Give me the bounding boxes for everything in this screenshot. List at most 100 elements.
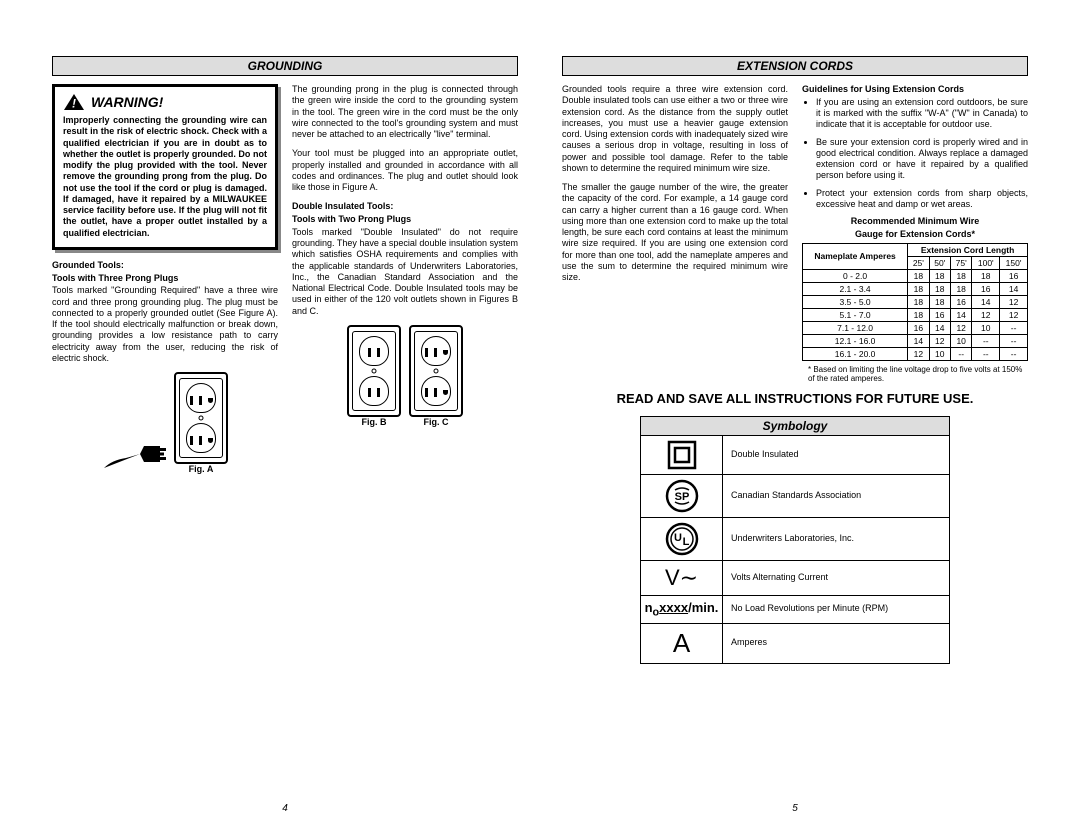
amp-cell: 16.1 - 20.0 bbox=[803, 347, 908, 360]
gauge-cell: 18 bbox=[929, 282, 950, 295]
gauge-cell: 18 bbox=[929, 269, 950, 282]
cord-row: 12.1 - 16.0141210---- bbox=[803, 334, 1028, 347]
fig-b-label: Fig. B bbox=[347, 417, 401, 427]
amp-cell: 0 - 2.0 bbox=[803, 269, 908, 282]
cord-row: 2.1 - 3.41818181614 bbox=[803, 282, 1028, 295]
figure-a-area: Fig. A bbox=[52, 372, 278, 474]
gauge-cell: 16 bbox=[950, 295, 971, 308]
cord-row: 0 - 2.01818181816 bbox=[803, 269, 1028, 282]
sym-row-0: Double Insulated bbox=[641, 436, 949, 475]
gauge-cell: 18 bbox=[929, 295, 950, 308]
gauge-cell: 10 bbox=[929, 347, 950, 360]
sym-row-4: noxxxx/min. No Load Revolutions per Minu… bbox=[641, 596, 949, 624]
col2-p1: The grounding prong in the plug is conne… bbox=[292, 84, 518, 140]
bullet-2: Be sure your extension cord is properly … bbox=[816, 137, 1028, 182]
amp-cell: 2.1 - 3.4 bbox=[803, 282, 908, 295]
page-left: GROUNDING ! WARNING! Improperly connecti… bbox=[52, 56, 518, 814]
gauge-cell: -- bbox=[1000, 321, 1028, 334]
svg-text:!: ! bbox=[72, 97, 76, 111]
gauge-cell: 18 bbox=[908, 295, 929, 308]
grounded-tools-title-1: Grounded Tools: bbox=[52, 260, 278, 271]
sym-label-1: Canadian Standards Association bbox=[723, 475, 949, 517]
right-col-2: Guidelines for Using Extension Cords If … bbox=[802, 84, 1028, 383]
len-header: 75' bbox=[950, 256, 971, 269]
cord-row: 3.5 - 5.01818161412 bbox=[803, 295, 1028, 308]
gauge-cell: -- bbox=[1000, 347, 1028, 360]
extension-header: EXTENSION CORDS bbox=[562, 56, 1028, 76]
page-num-right: 5 bbox=[562, 803, 1028, 814]
gauge-cell: 16 bbox=[908, 321, 929, 334]
col2-p2: Your tool must be plugged into an approp… bbox=[292, 148, 518, 193]
sym-row-3: V∼ Volts Alternating Current bbox=[641, 561, 949, 596]
gauge-cell: 12 bbox=[908, 347, 929, 360]
gauge-cell: -- bbox=[972, 334, 1000, 347]
gauge-cell: -- bbox=[1000, 334, 1028, 347]
left-columns: ! WARNING! Improperly connecting the gro… bbox=[52, 84, 518, 474]
amp-cell: 3.5 - 5.0 bbox=[803, 295, 908, 308]
sym-label-4: No Load Revolutions per Minute (RPM) bbox=[723, 596, 949, 623]
gauge-cell: 18 bbox=[908, 282, 929, 295]
grounded-body: Tools marked "Grounding Required" have a… bbox=[52, 285, 278, 364]
amp-cell: 5.1 - 7.0 bbox=[803, 308, 908, 321]
dbl-title-1: Double Insulated Tools: bbox=[292, 201, 518, 212]
gauge-cell: -- bbox=[972, 347, 1000, 360]
gauge-cell: 14 bbox=[972, 295, 1000, 308]
cord-row: 5.1 - 7.01816141212 bbox=[803, 308, 1028, 321]
grounding-header: GROUNDING bbox=[52, 56, 518, 76]
sym-row-5: A Amperes bbox=[641, 624, 949, 663]
sym-label-0: Double Insulated bbox=[723, 436, 949, 474]
rec-title-1: Recommended Minimum Wire bbox=[802, 216, 1028, 227]
gauge-cell: 18 bbox=[950, 269, 971, 282]
page-right: EXTENSION CORDS Grounded tools require a… bbox=[562, 56, 1028, 814]
gauge-cell: 10 bbox=[950, 334, 971, 347]
gauge-cell: 14 bbox=[1000, 282, 1028, 295]
warning-text: Improperly connecting the grounding wire… bbox=[63, 115, 267, 239]
sym-label-5: Amperes bbox=[723, 624, 949, 663]
ul-icon: UL bbox=[641, 518, 723, 560]
len-header: 150' bbox=[1000, 256, 1028, 269]
bullet-3: Protect your extension cords from sharp … bbox=[816, 188, 1028, 211]
rec-title-2: Gauge for Extension Cords* bbox=[802, 229, 1028, 240]
warning-header: ! WARNING! bbox=[63, 93, 267, 111]
sym-label-3: Volts Alternating Current bbox=[723, 561, 949, 595]
th-nameplate: Nameplate Amperes bbox=[803, 243, 908, 269]
table-note: * Based on limiting the line voltage dro… bbox=[802, 365, 1028, 383]
gauge-cell: 18 bbox=[972, 269, 1000, 282]
symbology-table: Double Insulated SP Canadian Standards A… bbox=[640, 436, 950, 664]
left-col-2: The grounding prong in the plug is conne… bbox=[292, 84, 518, 474]
len-header: 100' bbox=[972, 256, 1000, 269]
guidelines-title: Guidelines for Using Extension Cords bbox=[802, 84, 1028, 95]
gauge-cell: 14 bbox=[908, 334, 929, 347]
gauge-cell: 10 bbox=[972, 321, 1000, 334]
gauge-cell: 18 bbox=[908, 269, 929, 282]
svg-text:U: U bbox=[674, 532, 682, 544]
amp-cell: 12.1 - 16.0 bbox=[803, 334, 908, 347]
gauge-cell: 12 bbox=[1000, 295, 1028, 308]
svg-text:L: L bbox=[682, 536, 689, 548]
symbology-block: Symbology Double Insulated SP Canadian S… bbox=[640, 416, 950, 664]
gauge-cell: -- bbox=[950, 347, 971, 360]
len-header: 50' bbox=[929, 256, 950, 269]
fig-a-label: Fig. A bbox=[174, 464, 228, 474]
gauge-cell: 12 bbox=[1000, 308, 1028, 321]
rpm-icon: noxxxx/min. bbox=[641, 596, 723, 623]
bullet-1: If you are using an extension cord outdo… bbox=[816, 97, 1028, 131]
grounded-tools-title-2: Tools with Three Prong Plugs bbox=[52, 273, 278, 284]
symbology-header: Symbology bbox=[640, 416, 950, 436]
gauge-cell: 14 bbox=[929, 321, 950, 334]
right-columns: Grounded tools require a three wire exte… bbox=[562, 84, 1028, 383]
outlet-a: Fig. A bbox=[174, 372, 228, 474]
gauge-cell: 18 bbox=[950, 282, 971, 295]
csa-icon: SP bbox=[641, 475, 723, 517]
cord-row: 16.1 - 20.01210------ bbox=[803, 347, 1028, 360]
gauge-cell: 12 bbox=[929, 334, 950, 347]
page-num-left: 4 bbox=[52, 803, 518, 814]
gauge-cell: 12 bbox=[950, 321, 971, 334]
gauge-cell: 16 bbox=[1000, 269, 1028, 282]
gauge-cell: 16 bbox=[972, 282, 1000, 295]
gauge-cell: 12 bbox=[972, 308, 1000, 321]
ext-p2: The smaller the gauge number of the wire… bbox=[562, 182, 788, 283]
warning-box: ! WARNING! Improperly connecting the gro… bbox=[52, 84, 278, 250]
vac-icon: V∼ bbox=[641, 561, 723, 595]
fig-c-label: Fig. C bbox=[409, 417, 463, 427]
